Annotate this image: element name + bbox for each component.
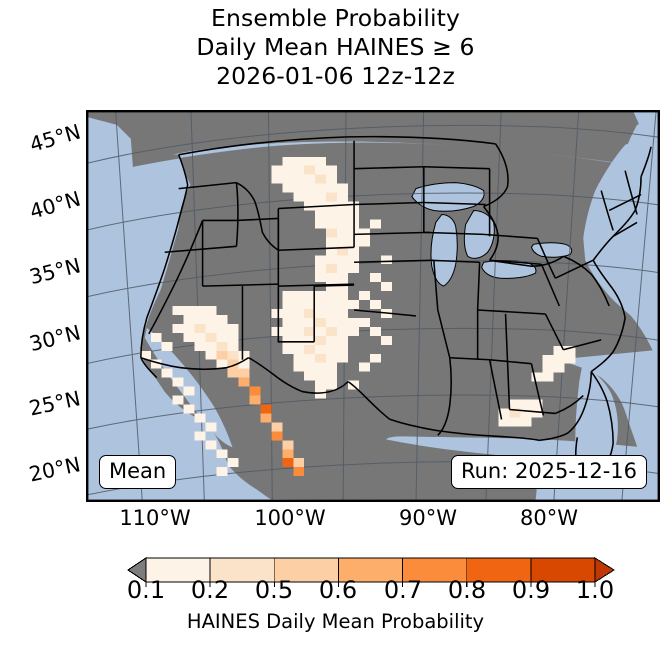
- map-frame: [87, 111, 659, 501]
- political-borders: [140, 135, 652, 480]
- lat-label-35n: 35°N: [26, 253, 83, 290]
- map-canvas: [87, 111, 659, 501]
- lon-label-80w: 80°W: [520, 506, 578, 530]
- map-panel[interactable]: Mean Run: 2025-12-16: [86, 110, 660, 502]
- colorbar-tick-6: 0.9: [511, 576, 551, 604]
- colorbar-tick-0: 0.1: [126, 576, 166, 604]
- colorbar-over-arrow: [594, 557, 615, 583]
- colorbar-swatches: [127, 557, 615, 587]
- probability-cells: [139, 156, 576, 477]
- colorbar[interactable]: 0.1 0.2 0.5 0.6 0.7 0.8 0.9 1.0 HAINES D…: [0, 550, 671, 658]
- lat-label-25n: 25°N: [26, 386, 83, 421]
- colorbar-tick-2: 0.5: [254, 576, 294, 604]
- lat-label-40n: 40°N: [27, 186, 84, 224]
- lon-label-100w: 100°W: [254, 506, 326, 530]
- member-label-box: Mean: [99, 455, 177, 489]
- lon-label-90w: 90°W: [399, 506, 457, 530]
- colorbar-tick-4: 0.7: [383, 576, 423, 604]
- page-title: Ensemble Probability Daily Mean HAINES ≥…: [0, 4, 671, 91]
- lat-label-20n: 20°N: [26, 452, 83, 487]
- lon-label-110w: 110°W: [119, 506, 191, 530]
- colorbar-tick-7: 1.0: [575, 576, 615, 604]
- title-line-1: Ensemble Probability: [211, 4, 460, 32]
- colorbar-tick-3: 0.6: [318, 576, 358, 604]
- colorbar-tick-5: 0.8: [447, 576, 487, 604]
- run-label-box: Run: 2025-12-16: [450, 455, 647, 489]
- title-line-2: Daily Mean HAINES ≥ 6: [196, 33, 475, 61]
- lat-label-30n: 30°N: [26, 320, 83, 357]
- lat-label-45n: 45°N: [27, 119, 84, 157]
- colorbar-title: HAINES Daily Mean Probability: [186, 610, 485, 633]
- colorbar-tick-1: 0.2: [190, 576, 230, 604]
- title-line-3: 2026-01-06 12z-12z: [216, 62, 455, 90]
